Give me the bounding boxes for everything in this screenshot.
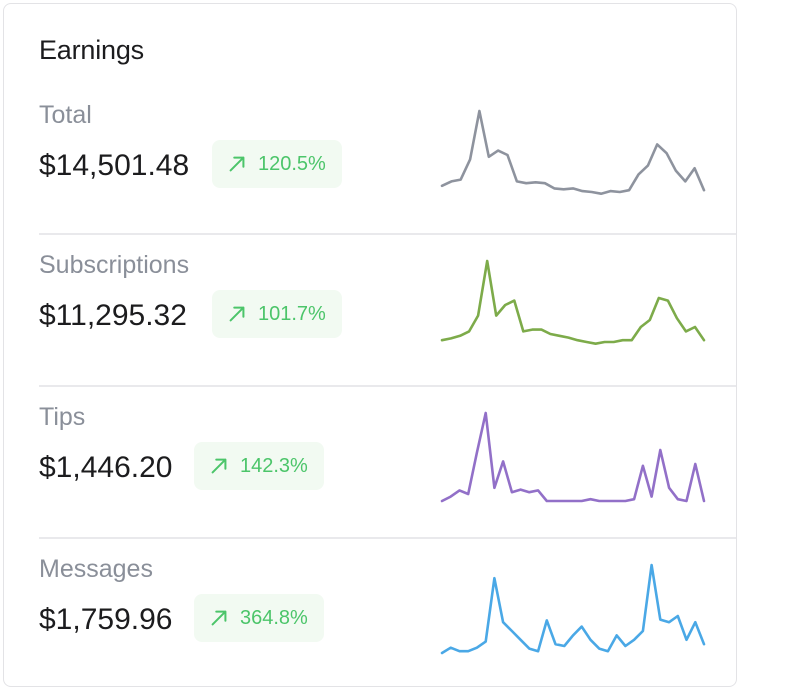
sparkline-chart bbox=[440, 259, 706, 345]
sparkline-line bbox=[440, 563, 706, 655]
row-label: Subscriptions bbox=[39, 251, 190, 279]
row-divider bbox=[39, 233, 736, 235]
sparkline-line bbox=[440, 109, 706, 195]
trend-up-arrow-icon bbox=[229, 156, 245, 172]
earnings-row-subscriptions: Subscriptions $11,295.32 101.7% bbox=[4, 233, 736, 385]
sparkline-chart bbox=[440, 411, 706, 503]
card-title: Earnings bbox=[39, 35, 144, 65]
row-amount: $1,446.20 bbox=[39, 451, 173, 484]
change-percent: 142.3% bbox=[240, 454, 308, 477]
change-badge: 120.5% bbox=[212, 140, 342, 188]
sparkline-line bbox=[440, 259, 706, 345]
row-label: Messages bbox=[39, 555, 153, 583]
row-divider bbox=[39, 385, 736, 387]
row-amount: $1,759.96 bbox=[39, 603, 173, 636]
change-badge: 101.7% bbox=[212, 290, 342, 338]
trend-up-arrow-icon bbox=[229, 306, 245, 322]
earnings-row-tips: Tips $1,446.20 142.3% bbox=[4, 385, 736, 537]
trend-up-arrow-icon bbox=[211, 458, 227, 474]
trend-up-arrow-icon bbox=[211, 610, 227, 626]
sparkline-line bbox=[440, 411, 706, 503]
row-label: Total bbox=[39, 101, 92, 129]
row-amount: $11,295.32 bbox=[39, 299, 187, 332]
sparkline-chart bbox=[440, 563, 706, 655]
sparkline-chart bbox=[440, 109, 706, 195]
change-percent: 120.5% bbox=[258, 152, 326, 175]
change-badge: 364.8% bbox=[194, 594, 324, 642]
earnings-row-messages: Messages $1,759.96 364.8% bbox=[4, 537, 736, 686]
change-percent: 364.8% bbox=[240, 606, 308, 629]
earnings-row-total: Total $14,501.48 120.5% bbox=[4, 83, 736, 235]
row-amount: $14,501.48 bbox=[39, 149, 190, 182]
change-badge: 142.3% bbox=[194, 442, 324, 490]
row-divider bbox=[39, 537, 736, 539]
row-label: Tips bbox=[39, 403, 86, 431]
earnings-card: Earnings Total $14,501.48 120.5% Subscri… bbox=[3, 3, 737, 687]
change-percent: 101.7% bbox=[258, 302, 326, 325]
